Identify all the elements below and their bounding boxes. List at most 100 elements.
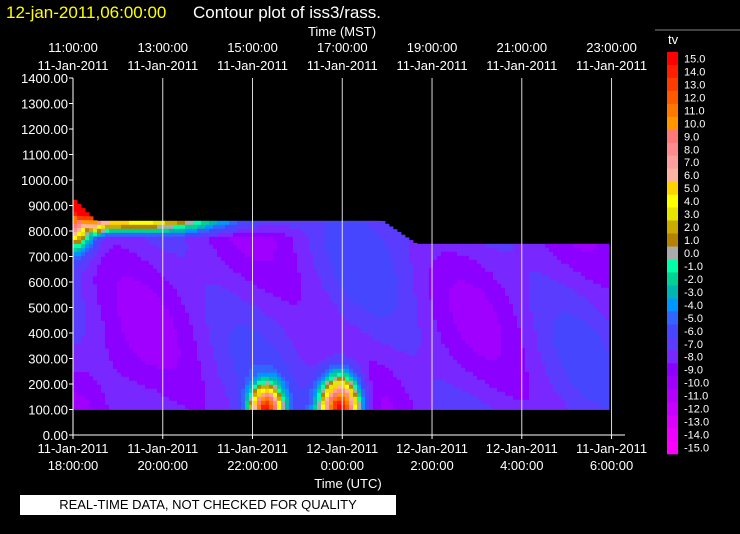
- contour-cell: [213, 272, 218, 278]
- contour-cell: [169, 296, 174, 302]
- contour-cell: [497, 291, 502, 297]
- contour-cell: [125, 320, 130, 326]
- contour-cell: [357, 224, 362, 230]
- contour-cell: [89, 240, 94, 245]
- contour-cell: [197, 400, 202, 406]
- contour-cell: [149, 372, 154, 378]
- contour-cell: [269, 260, 274, 266]
- contour-cell: [281, 400, 286, 406]
- contour-cell: [493, 363, 498, 369]
- contour-cell: [81, 304, 86, 309]
- contour-cell: [321, 300, 326, 306]
- contour-cell: [325, 248, 330, 254]
- contour-cell: [417, 387, 422, 393]
- contour-cell: [477, 391, 482, 397]
- contour-cell: [189, 252, 194, 258]
- contour-cell: [465, 267, 470, 273]
- contour-cell: [121, 236, 126, 242]
- contour-cell: [453, 367, 458, 373]
- contour-cell: [85, 352, 90, 357]
- contour-cell: [449, 303, 454, 309]
- contour-cell: [289, 352, 294, 358]
- contour-cell: [497, 339, 502, 345]
- contour-cell: [237, 372, 242, 378]
- contour-cell: [417, 303, 422, 309]
- contour-cell: [401, 290, 406, 296]
- contour-cell: [257, 368, 262, 374]
- contour-cell: [197, 280, 202, 286]
- contour-cell: [233, 248, 238, 254]
- contour-cell: [365, 224, 370, 230]
- contour-cell: [429, 295, 434, 301]
- contour-cell: [429, 407, 434, 410]
- contour-cell: [193, 248, 198, 254]
- contour-cell: [225, 304, 230, 310]
- contour-cell: [261, 320, 266, 326]
- contour-cell: [209, 408, 214, 410]
- contour-cell: [309, 392, 314, 398]
- contour-cell: [125, 288, 130, 294]
- contour-cell: [197, 380, 202, 386]
- contour-cell: [401, 274, 406, 280]
- contour-cell: [289, 384, 294, 390]
- contour-cell: [97, 392, 102, 398]
- contour-cell: [397, 339, 402, 345]
- contour-cell: [381, 233, 386, 238]
- contour-cell: [437, 359, 442, 365]
- contour-cell: [329, 368, 334, 374]
- contour-cell: [345, 300, 350, 306]
- contour-cell: [485, 391, 490, 397]
- contour-cell: [313, 368, 318, 374]
- contour-cell: [209, 400, 214, 406]
- contour-cell: [437, 303, 442, 309]
- contour-cell: [81, 280, 86, 285]
- contour-cell: [377, 228, 382, 234]
- contour-cell: [249, 248, 254, 254]
- contour-cell: [293, 396, 298, 402]
- contour-cell: [293, 224, 298, 230]
- contour-cell: [289, 392, 294, 398]
- contour-cell: [309, 232, 314, 238]
- contour-cell: [265, 256, 270, 262]
- contour-cell: [377, 340, 382, 346]
- contour-cell: [457, 307, 462, 313]
- contour-cell: [237, 248, 242, 254]
- contour-cell: [281, 368, 286, 374]
- contour-cell: [369, 232, 374, 238]
- contour-cell: [121, 348, 126, 354]
- contour-cell: [113, 300, 118, 306]
- contour-cell: [121, 372, 126, 378]
- contour-cell: [121, 324, 126, 330]
- contour-cell: [385, 339, 390, 345]
- contour-cell: [401, 362, 406, 368]
- contour-cell: [353, 284, 358, 290]
- contour-cell: [253, 388, 258, 394]
- contour-cell: [369, 292, 374, 298]
- contour-cell: [245, 312, 250, 318]
- contour-cell: [437, 275, 442, 281]
- contour-cell: [433, 359, 438, 365]
- contour-cell: [413, 374, 418, 380]
- contour-cell: [233, 284, 238, 290]
- contour-cell: [73, 271, 78, 277]
- contour-cell: [237, 348, 242, 354]
- contour-cell: [261, 224, 266, 230]
- contour-cell: [157, 388, 162, 394]
- contour-cell: [461, 287, 466, 293]
- contour-cell: [181, 284, 186, 290]
- contour-cell: [405, 301, 410, 306]
- contour-cell: [349, 304, 354, 310]
- contour-cell: [425, 359, 430, 365]
- contour-cell: [329, 356, 334, 362]
- contour-cell: [181, 360, 186, 366]
- contour-cell: [285, 288, 290, 294]
- contour-cell: [85, 264, 90, 269]
- contour-cell: [237, 396, 242, 402]
- contour-cell: [401, 238, 406, 244]
- contour-cell: [293, 284, 298, 290]
- contour-cell: [85, 400, 90, 405]
- contour-cell: [309, 380, 314, 386]
- contour-cell: [445, 379, 450, 385]
- contour-cell: [145, 292, 150, 298]
- contour-cell: [365, 384, 370, 390]
